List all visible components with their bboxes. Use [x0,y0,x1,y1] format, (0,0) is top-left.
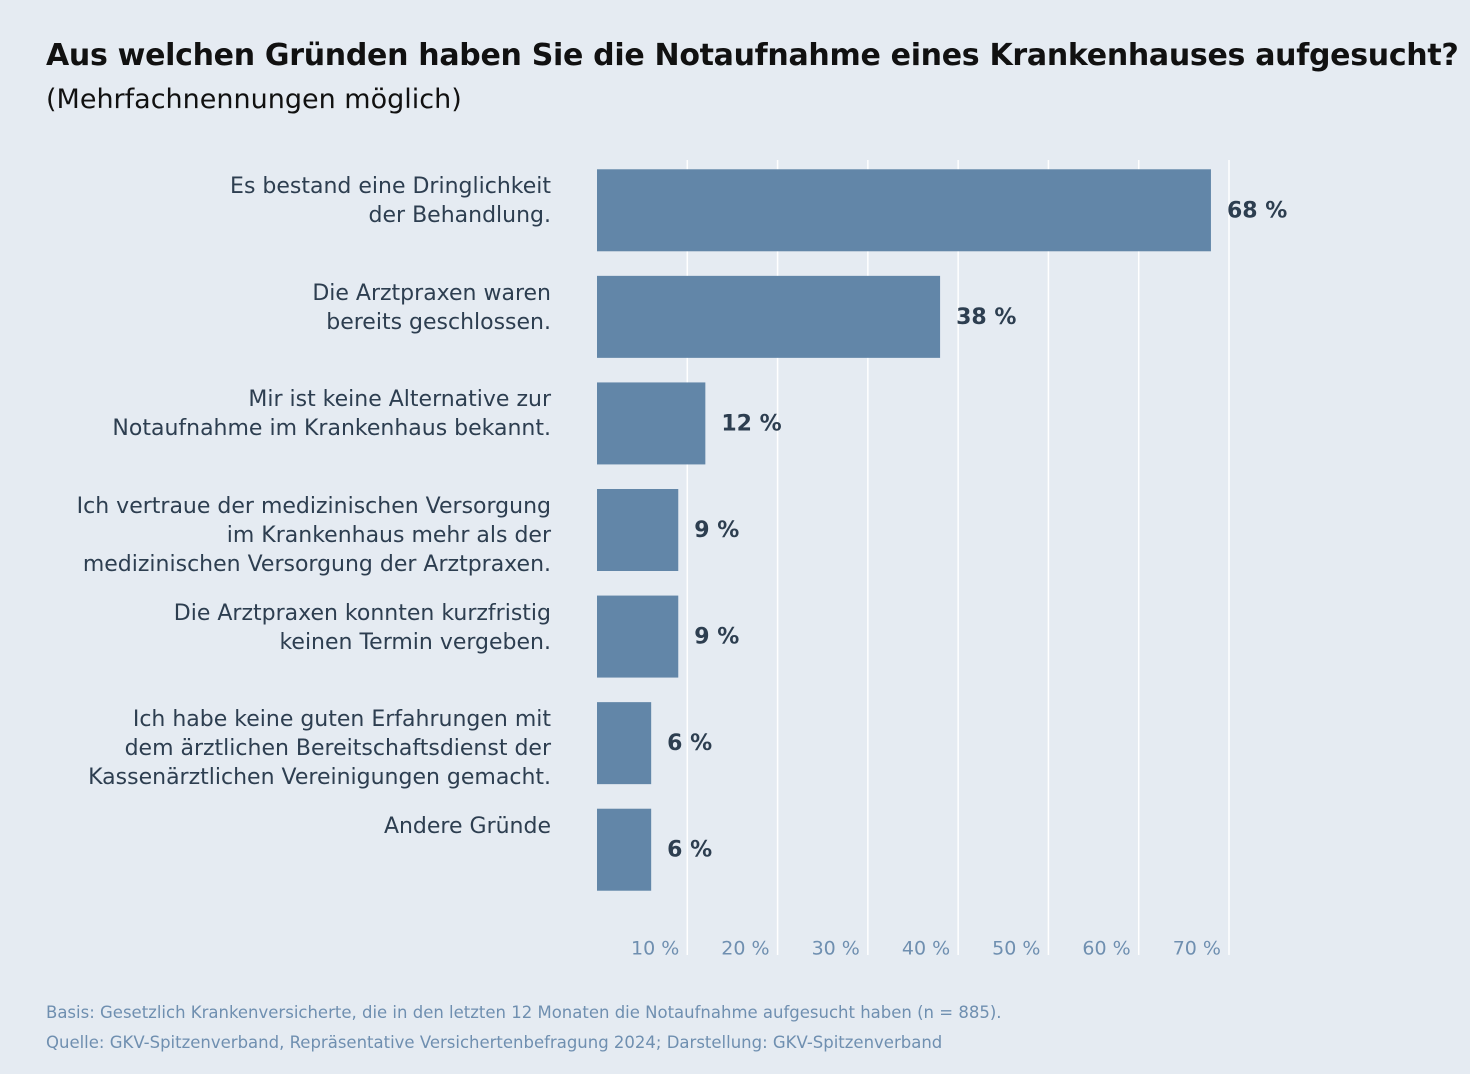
value-label: 9 % [694,625,739,650]
bar [597,275,941,358]
value-label: 9 % [694,518,739,543]
value-label: 38 % [956,305,1016,330]
bar [597,489,679,571]
bar [597,595,679,678]
category-label: Die Arztpraxen konnten kurzfristig keine… [173,600,551,655]
chart-subtitle: (Mehrfachnennungen möglich) [46,84,462,115]
category-label: Mir ist keine Alternative zur Notaufnahm… [112,387,551,442]
x-tick-label: 10 % [631,938,679,960]
category-label: Andere Gründe [383,813,551,839]
x-tick-label: 20 % [721,938,769,960]
category-label: Die Arztpraxen waren bereits geschlossen… [312,280,551,335]
footnote: Quelle: GKV-Spitzenverband, Repräsentati… [46,1033,943,1052]
category-label: Ich habe keine guten Erfahrungen mit dem… [88,707,551,791]
bar [597,169,1211,252]
category-label: Ich vertraue der medizinischen Versorgun… [76,494,551,577]
x-tick-label: 50 % [992,938,1040,960]
x-tick-label: 60 % [1082,938,1130,960]
bar [597,808,652,891]
value-label: 6 % [667,838,712,863]
category-label: Es bestand eine Dringlichkeit der Behand… [230,174,551,229]
value-label: 6 % [667,731,712,756]
value-label: 68 % [1227,198,1287,223]
bar [597,702,652,785]
x-tick-label: 70 % [1173,938,1221,960]
value-label: 12 % [721,411,781,436]
x-tick-label: 40 % [902,938,950,960]
footnote: Basis: Gesetzlich Krankenversicherte, di… [46,1003,1002,1022]
bar [597,382,706,465]
x-tick-label: 30 % [812,938,860,960]
chart-title: Aus welchen Gründen haben Sie die Notauf… [46,38,1459,73]
